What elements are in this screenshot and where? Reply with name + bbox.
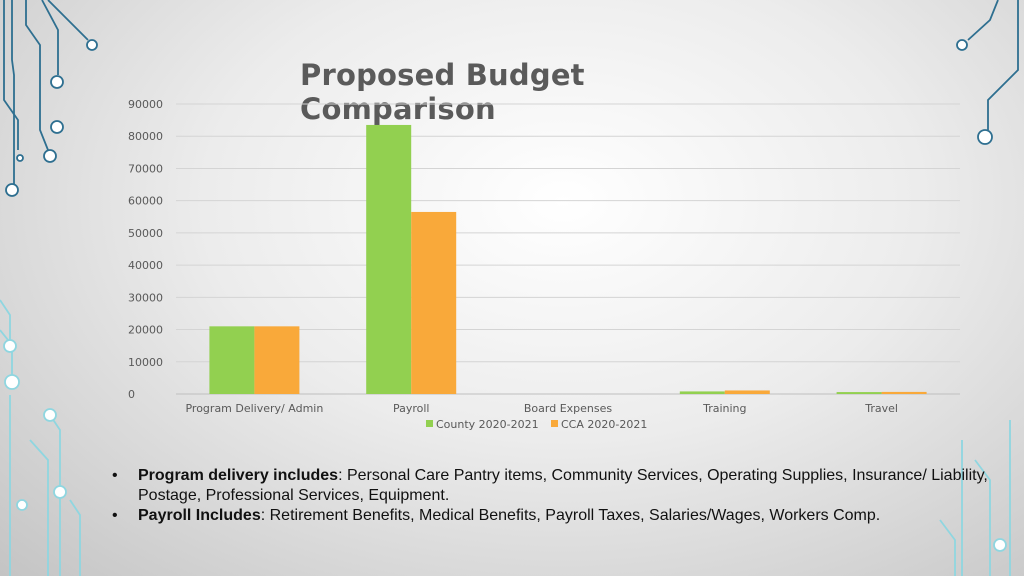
legend-swatch xyxy=(426,420,433,427)
y-tick-label: 40000 xyxy=(128,259,163,272)
bullet-icon: • xyxy=(112,467,118,484)
circuit-left-bottom-icon xyxy=(0,299,81,576)
y-tick-label: 30000 xyxy=(128,291,163,304)
circuit-right-bottom-icon xyxy=(939,420,1011,576)
chart-legend: County 2020-2021 CCA 2020-2021 xyxy=(426,418,647,431)
y-tick-label: 20000 xyxy=(128,324,163,337)
bar-cca xyxy=(254,326,300,394)
circuit-right-top-icon xyxy=(956,0,1019,145)
x-axis-categories: Program Delivery/ Admin Payroll Board Expe… xyxy=(185,402,897,415)
chart-bars xyxy=(209,124,927,394)
bar-cca xyxy=(881,391,927,394)
note-program-delivery: • Program delivery includes: Personal Ca… xyxy=(112,466,992,506)
note-heading: Payroll Includes xyxy=(138,507,261,524)
legend-label: CCA 2020-2021 xyxy=(561,418,647,431)
y-tick-label: 50000 xyxy=(128,227,163,240)
x-category-label: Program Delivery/ Admin xyxy=(185,402,323,415)
x-category-label: Training xyxy=(702,402,746,415)
bar-county xyxy=(679,391,725,394)
y-tick-label: 10000 xyxy=(128,356,163,369)
legend-label: County 2020-2021 xyxy=(436,418,539,431)
note-text: : Personal Care Pantry items, Community … xyxy=(138,467,988,504)
chart-grid xyxy=(176,103,960,395)
bar-cca xyxy=(724,390,770,394)
legend-swatch xyxy=(551,420,558,427)
x-category-label: Board Expenses xyxy=(524,402,613,415)
y-tick-label: 0 xyxy=(128,388,135,401)
bar-county xyxy=(836,392,882,394)
y-tick-label: 80000 xyxy=(128,130,163,143)
bullet-icon: • xyxy=(112,507,118,524)
y-tick-label: 90000 xyxy=(128,98,163,111)
note-heading: Program delivery includes xyxy=(138,467,339,484)
note-text: : Retirement Benefits, Medical Benefits,… xyxy=(260,507,881,524)
y-axis-ticks: 0 10000 20000 30000 40000 50000 60000 70000 8000… xyxy=(128,98,163,401)
y-tick-label: 70000 xyxy=(128,162,163,175)
bar-chart: 0 10000 20000 30000 40000 50000 60000 70000 8000… xyxy=(128,98,960,431)
bar-county xyxy=(366,124,412,394)
x-category-label: Payroll xyxy=(393,402,430,415)
note-payroll: • Payroll Includes: Retirement Benefits,… xyxy=(112,506,992,526)
bar-cca xyxy=(411,211,457,394)
circuit-left-top-icon xyxy=(3,0,98,197)
x-category-label: Travel xyxy=(864,402,898,415)
notes-list: • Program delivery includes: Personal Ca… xyxy=(112,466,992,526)
chart-title: Proposed Budget Comparison xyxy=(300,58,585,126)
y-tick-label: 60000 xyxy=(128,195,163,208)
bar-county xyxy=(209,326,255,394)
